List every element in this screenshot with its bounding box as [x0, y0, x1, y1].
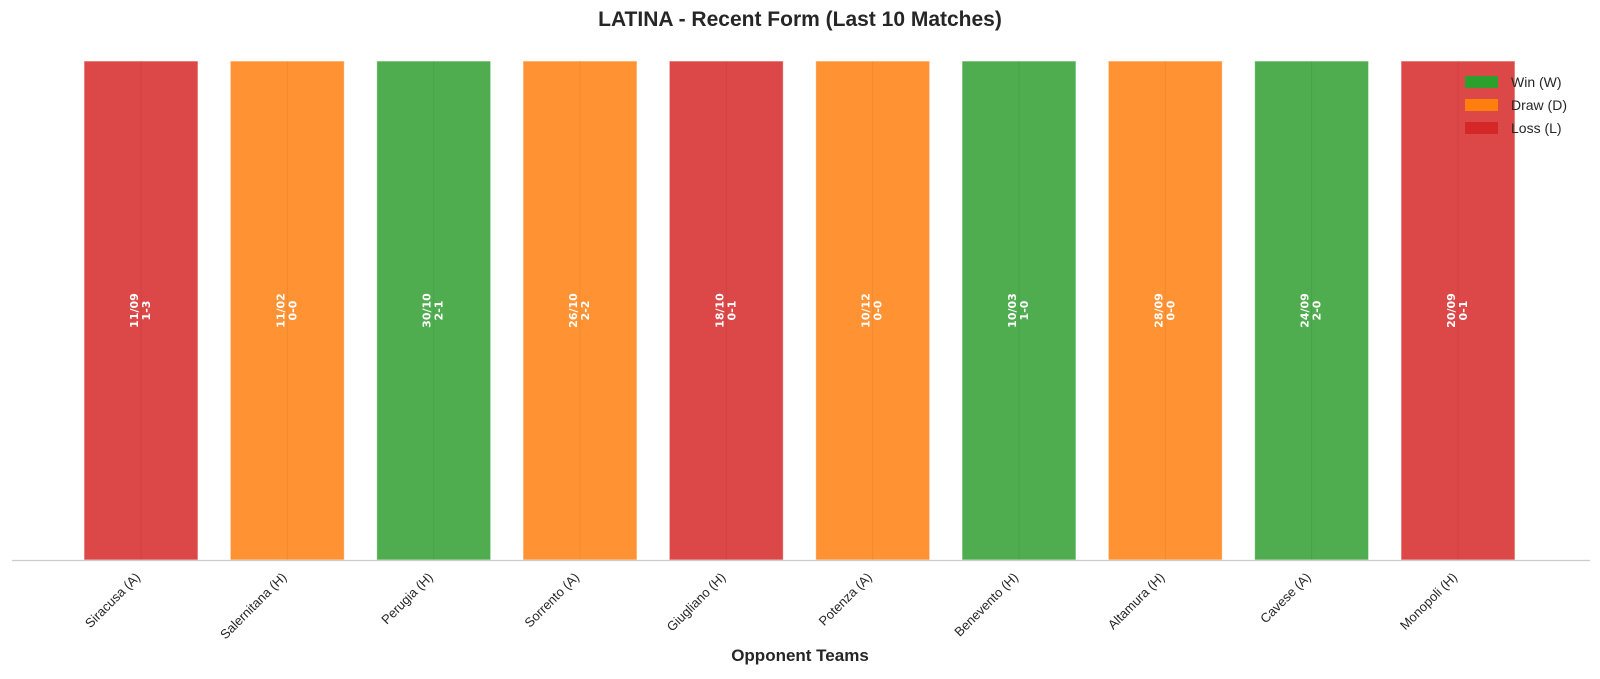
- chart-legend: Win (W) Draw (D) Loss (L): [1465, 70, 1567, 139]
- bar-altamura-h: [1107, 60, 1223, 561]
- bar-cavese-a: [1254, 60, 1370, 561]
- bar-date-label: 24/09: [1299, 293, 1312, 328]
- x-axis-label: Opponent Teams: [731, 646, 869, 665]
- bar-label-group: 10/03 1-0: [1006, 293, 1031, 328]
- bar-perugia-h: [376, 60, 492, 561]
- legend-label: Win (W): [1511, 73, 1562, 90]
- bar-label-group: 20/09 0-1: [1445, 293, 1470, 328]
- legend-item-l: Loss (L): [1465, 116, 1567, 139]
- chart-title: LATINA - Recent Form (Last 10 Matches): [598, 8, 1002, 31]
- x-tick-label: Potenza (A): [816, 570, 875, 629]
- bar-score-label: 0-1: [725, 301, 738, 321]
- bar-score-label: 2-2: [579, 301, 592, 321]
- legend-label: Loss (L): [1511, 119, 1562, 136]
- legend-item-d: Draw (D): [1465, 93, 1567, 116]
- bar-date-label: 20/09: [1445, 293, 1458, 328]
- bar-label-group: 30/10 2-1: [421, 293, 446, 328]
- x-tick-label: Cavese (A): [1257, 570, 1314, 627]
- bar-benevento-h: [961, 60, 1077, 561]
- bar-label-group: 11/09 1-3: [128, 293, 153, 328]
- bar-date-label: 10/12: [860, 293, 873, 328]
- x-tick-label: Salernitana (H): [217, 570, 289, 642]
- bar-score-label: 1-3: [140, 301, 153, 321]
- bar-date-label: 11/02: [274, 293, 287, 328]
- x-tick-label: Sorrento (A): [521, 570, 582, 631]
- bar-score-label: 2-0: [1311, 300, 1324, 320]
- bar-date-label: 11/09: [128, 293, 141, 328]
- bar-label-group: 26/10 2-2: [567, 293, 592, 328]
- bar-siracusa-a: [83, 60, 199, 561]
- bar-date-label: 28/09: [1152, 293, 1165, 328]
- x-tick-label: Perugia (H): [378, 570, 436, 628]
- bar-date-label: 10/03: [1006, 293, 1019, 328]
- bar-label-group: 28/09 0-0: [1152, 293, 1177, 328]
- bar-salernitana-h: [229, 60, 345, 561]
- bar-label-group: 18/10 0-1: [713, 293, 738, 328]
- bar-giugliano-h: [668, 60, 784, 561]
- bar-date-label: 18/10: [713, 293, 726, 328]
- x-tick-label: Altamura (H): [1105, 570, 1168, 633]
- bar-score-label: 0-0: [872, 300, 885, 320]
- bar-label-group: 11/02 0-0: [274, 293, 299, 328]
- bar-date-label: 30/10: [421, 293, 434, 328]
- legend-swatch: [1465, 98, 1498, 111]
- bar-score-label: 2-1: [433, 301, 446, 321]
- bar-potenza-a: [815, 60, 931, 561]
- legend-swatch: [1465, 121, 1498, 134]
- bar-score-label: 0-0: [1164, 300, 1177, 320]
- bar-label-group: 10/12 0-0: [860, 293, 885, 328]
- x-tick-label: Giugliano (H): [664, 570, 729, 635]
- bar-score-label: 0-0: [286, 300, 299, 320]
- bar-label-group: 24/09 2-0: [1299, 293, 1324, 328]
- bar-score-label: 1-0: [1018, 300, 1031, 320]
- bar-date-label: 26/10: [567, 293, 580, 328]
- x-tick-label: Benevento (H): [951, 570, 1021, 640]
- bar-sorrento-a: [522, 60, 638, 561]
- legend-item-w: Win (W): [1465, 70, 1567, 93]
- bar-monopoli-h: [1400, 60, 1516, 561]
- legend-swatch: [1465, 75, 1498, 88]
- x-tick-label: Siracusa (A): [82, 570, 143, 631]
- bar-score-label: 0-1: [1457, 301, 1470, 321]
- x-tick-label: Monopoli (H): [1397, 570, 1460, 633]
- legend-label: Draw (D): [1511, 96, 1567, 113]
